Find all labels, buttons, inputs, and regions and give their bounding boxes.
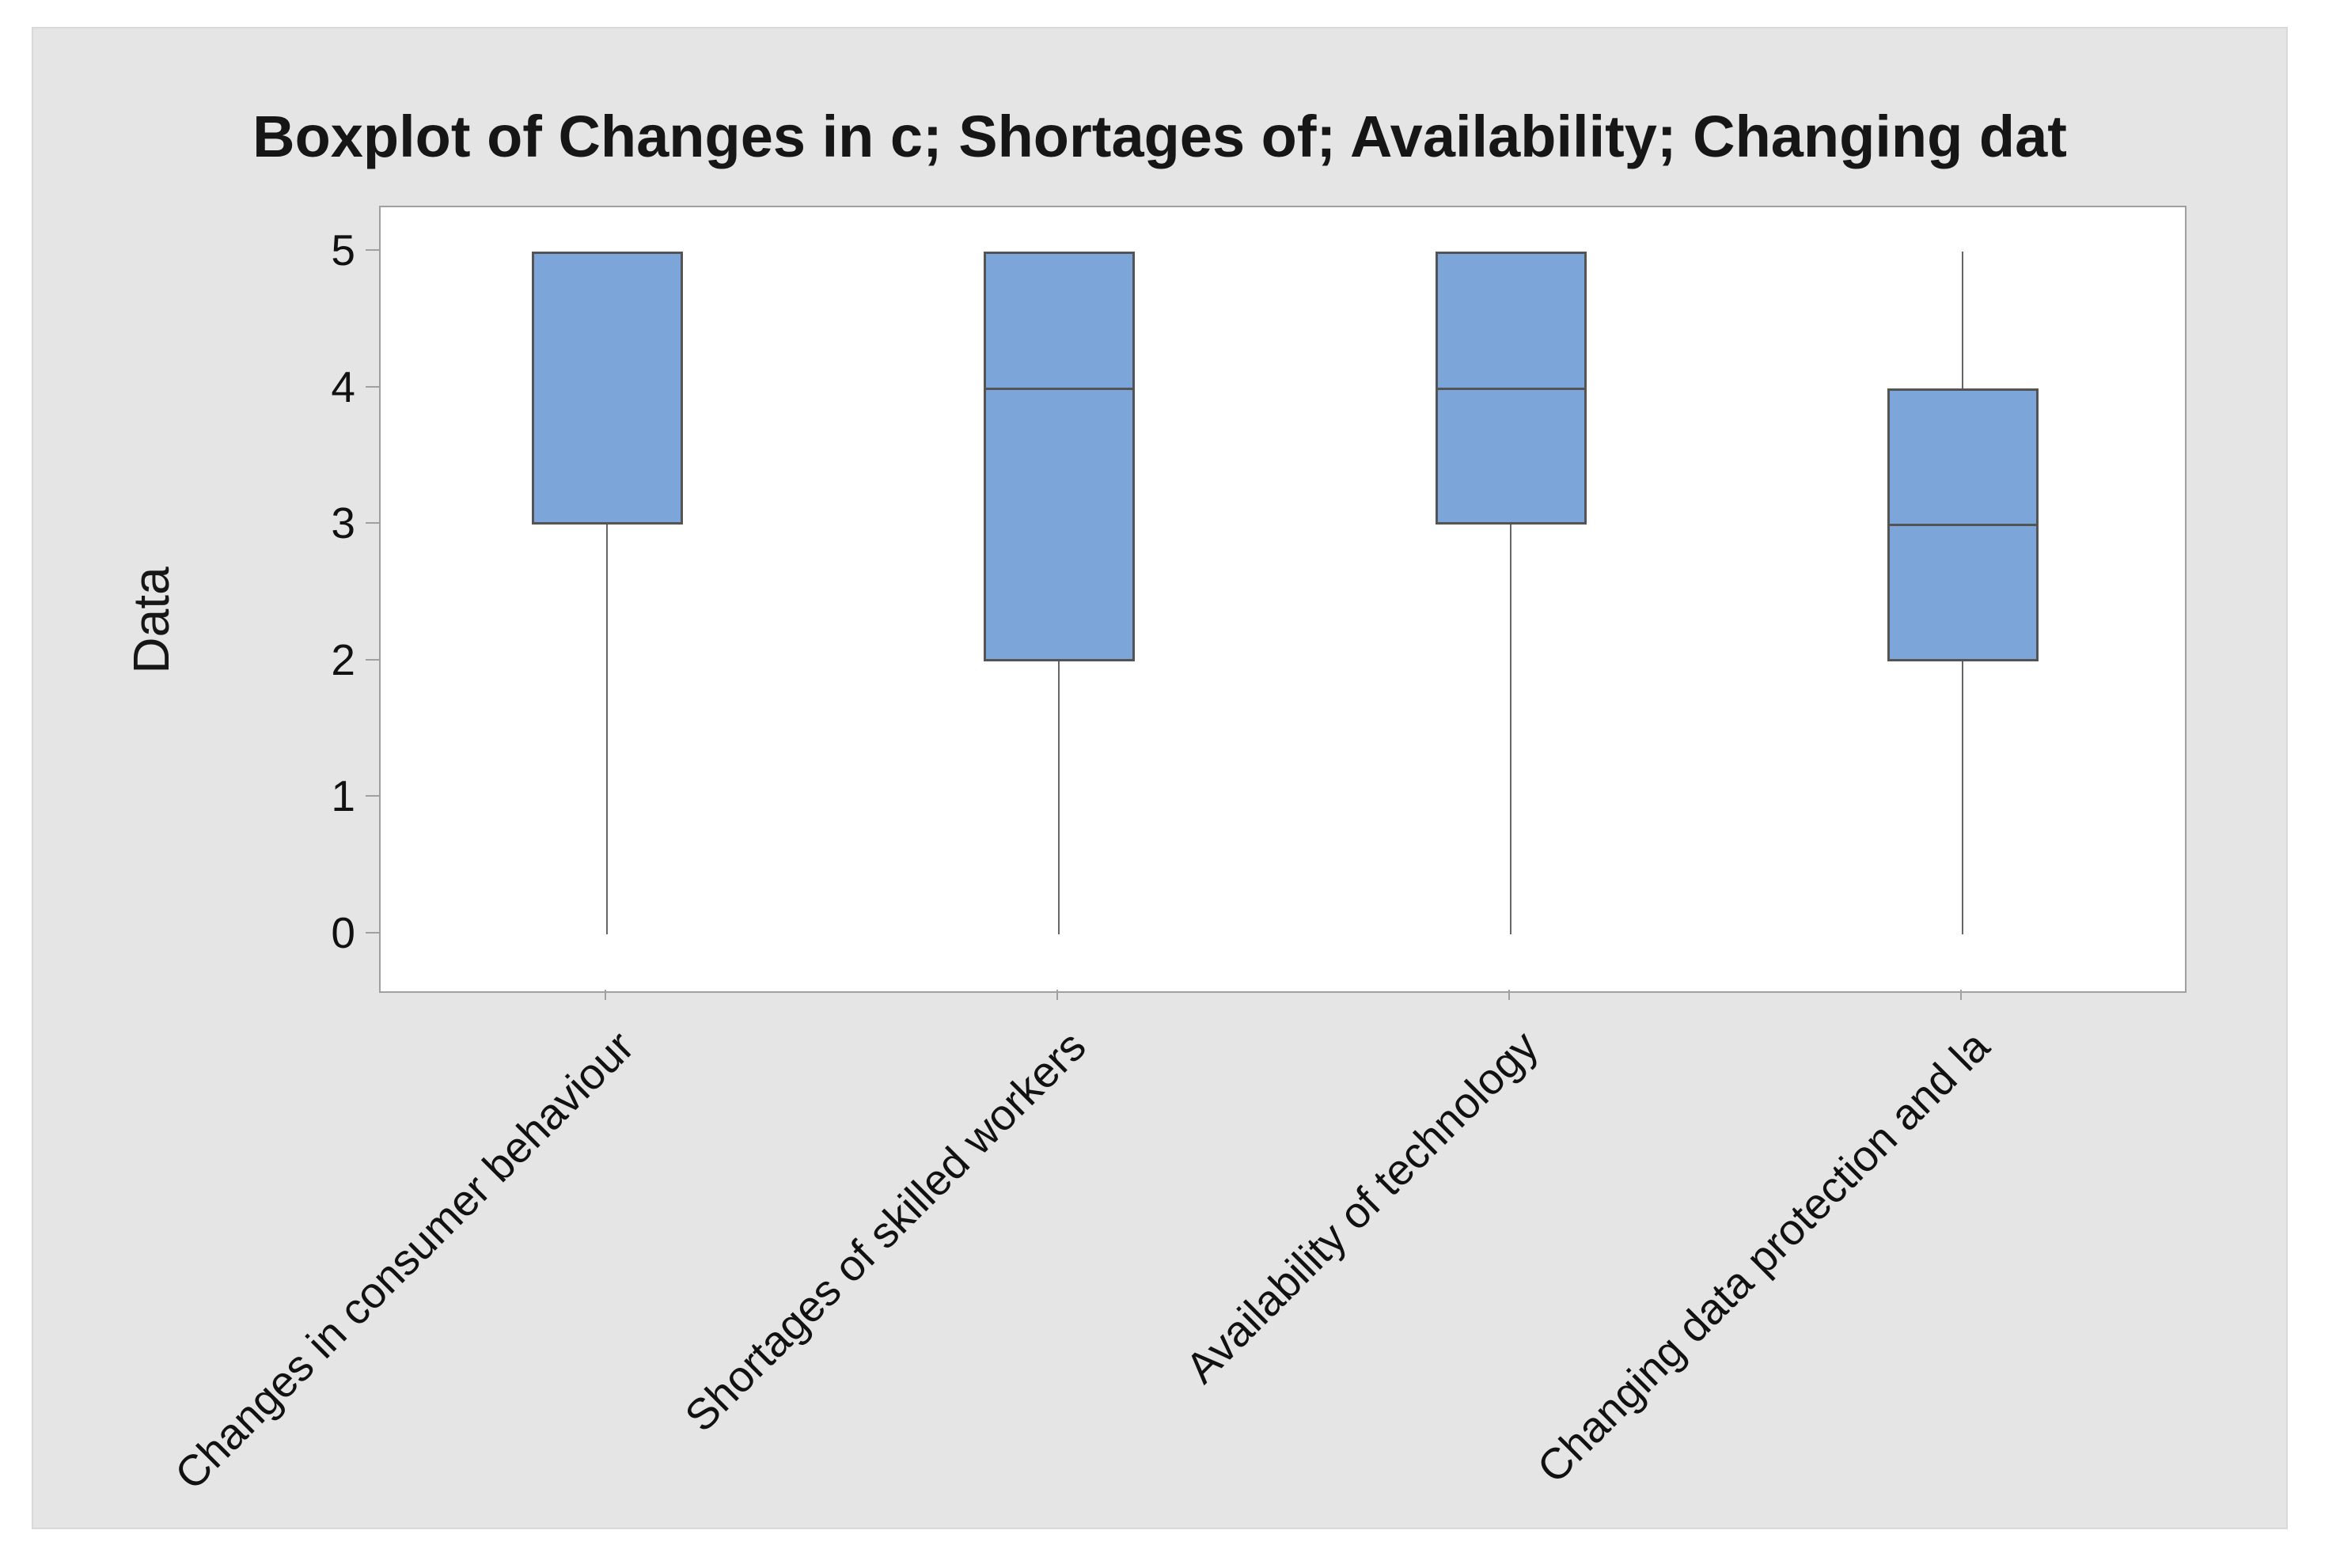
y-tick-label: 3 xyxy=(331,498,355,547)
y-tick-mark xyxy=(366,932,379,934)
box-iqr xyxy=(532,252,683,525)
chart-title: Boxplot of Changes in c; Shortages of; A… xyxy=(252,104,2067,169)
y-tick-label: 1 xyxy=(331,771,355,820)
y-tick-mark xyxy=(366,522,379,524)
x-category-label: Availability of technology xyxy=(1175,1021,1547,1393)
x-category-label: Shortages of skilled workers xyxy=(675,1021,1095,1441)
upper-whisker xyxy=(1962,252,1963,388)
y-tick-label: 5 xyxy=(331,225,355,275)
lower-whisker xyxy=(1962,661,1963,934)
lower-whisker xyxy=(1058,661,1060,934)
plot-area xyxy=(379,206,2187,993)
y-tick-mark xyxy=(366,795,379,797)
x-tick-mark xyxy=(605,990,606,1000)
y-tick-label: 4 xyxy=(331,362,355,411)
y-tick-label: 2 xyxy=(331,635,355,684)
y-tick-mark xyxy=(366,386,379,388)
lower-whisker xyxy=(606,525,608,934)
median-line xyxy=(984,388,1135,390)
x-tick-mark xyxy=(1960,990,1962,1000)
x-tick-mark xyxy=(1508,990,1510,1000)
x-category-label: Changing data protection and la xyxy=(1527,1021,1999,1493)
y-axis-title-text: Data xyxy=(123,566,180,674)
y-tick-mark xyxy=(366,659,379,661)
lower-whisker xyxy=(1510,525,1511,934)
graph-canvas: Boxplot of Changes in c; Shortages of; A… xyxy=(32,27,2288,1529)
y-tick-label: 0 xyxy=(331,908,355,957)
box-iqr xyxy=(984,252,1135,661)
x-category-label: Changes in consumer behaviour xyxy=(165,1021,643,1499)
x-tick-mark xyxy=(1056,990,1058,1000)
median-line xyxy=(1887,524,2039,526)
y-tick-mark xyxy=(366,249,379,251)
median-line xyxy=(1436,388,1587,390)
